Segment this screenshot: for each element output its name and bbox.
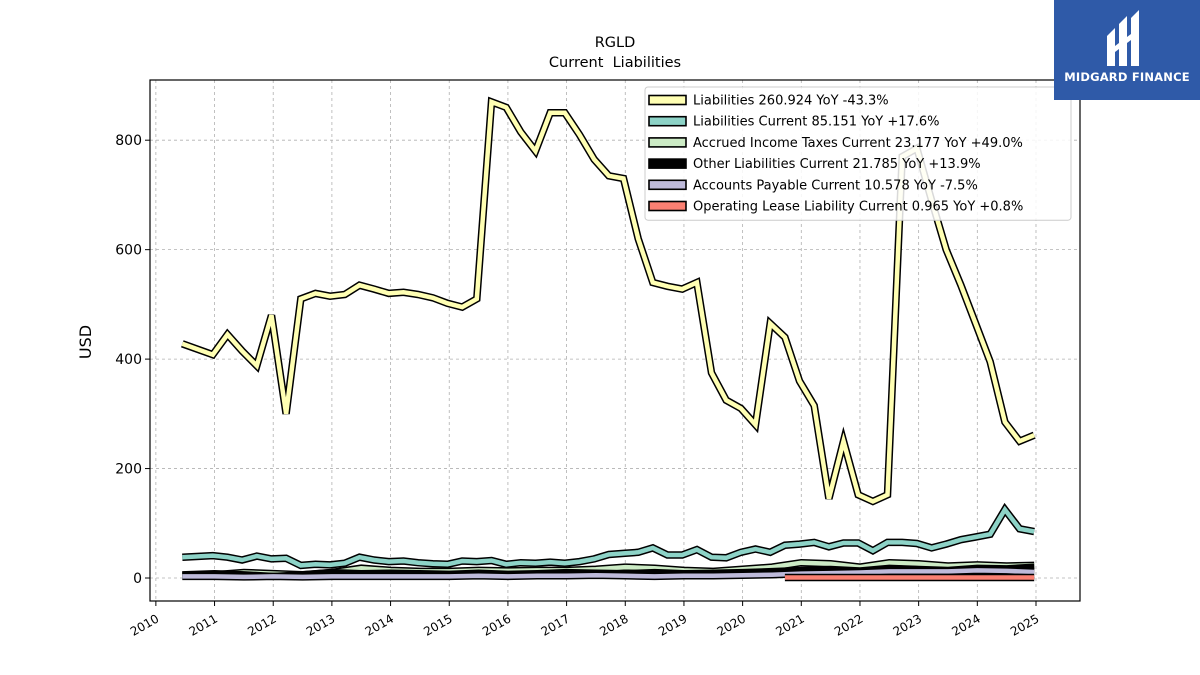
y-tick-label: 600 [115,243,142,259]
legend-label: Other Liabilities Current 21.785 YoY +13… [693,157,981,172]
x-tick-label: 2022 [832,611,865,638]
series-line [182,568,1035,580]
x-tick-label: 2010 [128,611,161,638]
legend-item: Accrued Income Taxes Current 23.177 YoY … [648,136,1023,151]
y-axis-label: USD [76,325,95,359]
y-tick-label: 200 [115,462,142,478]
legend-swatch [648,94,687,106]
legend-swatch [648,137,687,148]
brand-logo: MIDGARD FINANCE [1054,0,1200,100]
legend-label: Accrued Income Taxes Current 23.177 YoY … [693,136,1023,151]
legend-item: Operating Lease Liability Current 0.965 … [648,200,1023,215]
axes-frame [149,79,1081,602]
x-tick-label: 2023 [891,611,924,638]
legend-swatch [648,115,687,127]
series-outline [182,502,1035,570]
y-tick-label: 400 [115,352,142,368]
chart-subtitle: Current Liabilities [549,55,681,71]
x-tick-label: 2012 [245,611,278,638]
x-tick-label: 2025 [1008,611,1041,638]
legend-item: Liabilities 260.924 YoY -43.3% [648,94,889,109]
legend-item: Liabilities Current 85.151 YoY +17.6% [648,115,940,130]
y-tick-label: 800 [115,133,142,149]
series-liabilities [181,96,1036,506]
x-tick-label: 2011 [187,611,220,638]
y-tick-label: 0 [133,571,142,587]
series-liabilities-current [182,502,1035,570]
legend-swatch [648,158,687,169]
x-tick-label: 2014 [363,611,396,638]
legend-item: Other Liabilities Current 21.785 YoY +13… [648,157,981,172]
x-tick-label: 2017 [539,611,572,638]
legend-label: Operating Lease Liability Current 0.965 … [693,200,1023,215]
legend-box [644,86,1072,221]
series-layer [181,96,1036,582]
x-tick-label: 2018 [597,611,630,638]
series-accounts-payable-current [182,566,1035,581]
chart-title: RGLD [595,35,636,51]
midgard-logo-icon [1107,10,1139,66]
legend-label: Liabilities Current 85.151 YoY +17.6% [693,115,940,130]
series-line [181,98,1036,504]
legend-swatch [648,179,687,191]
legend: Liabilities 260.924 YoY -43.3% Liabilitie… [644,86,1072,221]
x-tick-label: 2021 [773,611,806,638]
brand-name: MIDGARD FINANCE [1064,70,1190,84]
legend-swatch [648,200,687,212]
x-tick-label: 2013 [304,611,337,638]
x-tick-label: 2015 [421,611,454,638]
legend-item: Accounts Payable Current 10.578 YoY -7.5… [648,178,978,193]
legend-label: Liabilities 260.924 YoY -43.3% [693,94,889,109]
x-tick-label: 2016 [480,611,513,638]
series-line [182,505,1035,568]
x-tick-label: 2019 [656,611,689,638]
x-tick-label: 2024 [949,611,982,638]
legend-label: Accounts Payable Current 10.578 YoY -7.5… [693,178,978,193]
x-tick-label: 2020 [715,611,748,638]
